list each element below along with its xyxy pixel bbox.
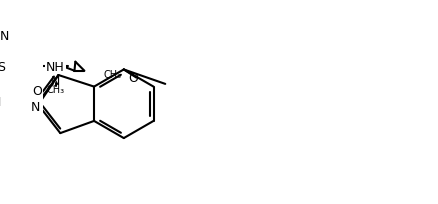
Text: N: N xyxy=(31,100,40,113)
Text: N: N xyxy=(0,29,9,42)
Text: CH₃: CH₃ xyxy=(103,70,122,80)
Text: NH: NH xyxy=(46,60,65,73)
Text: S: S xyxy=(0,60,5,73)
Text: N: N xyxy=(51,75,60,88)
Text: CH₃: CH₃ xyxy=(46,84,65,94)
Text: O: O xyxy=(127,72,138,85)
Text: O: O xyxy=(32,85,42,98)
Text: N: N xyxy=(0,96,2,109)
